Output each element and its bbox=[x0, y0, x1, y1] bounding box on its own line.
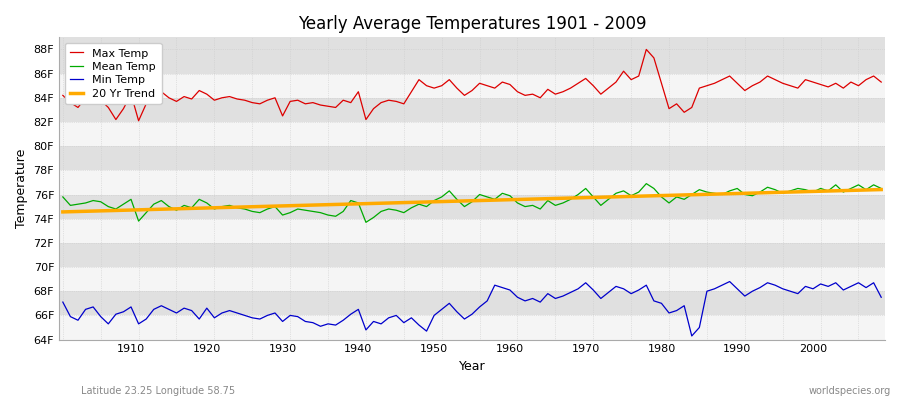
Line: Min Temp: Min Temp bbox=[63, 282, 881, 336]
Bar bbox=[59, 146, 885, 170]
Min Temp bbox=[118, 309, 129, 314]
20 Yr Trend bbox=[596, 195, 607, 200]
Max Temp bbox=[58, 93, 68, 98]
20 Yr Trend bbox=[497, 198, 508, 202]
Max Temp bbox=[292, 98, 303, 103]
Min Temp bbox=[284, 313, 295, 318]
Min Temp bbox=[330, 323, 341, 328]
Mean Temp bbox=[118, 202, 129, 206]
Mean Temp bbox=[284, 210, 295, 215]
Bar bbox=[59, 74, 885, 98]
Mean Temp bbox=[330, 214, 341, 219]
Max Temp bbox=[133, 118, 144, 123]
20 Yr Trend bbox=[284, 203, 295, 208]
Max Temp bbox=[603, 86, 614, 90]
Mean Temp bbox=[603, 197, 614, 202]
Line: Mean Temp: Mean Temp bbox=[63, 184, 881, 222]
Mean Temp bbox=[361, 220, 372, 225]
Max Temp bbox=[338, 98, 348, 103]
Max Temp bbox=[876, 80, 886, 84]
Max Temp bbox=[512, 89, 523, 94]
Bar bbox=[59, 219, 885, 243]
Mean Temp bbox=[505, 193, 516, 198]
Min Temp bbox=[505, 288, 516, 292]
20 Yr Trend bbox=[330, 202, 341, 207]
Min Temp bbox=[497, 285, 508, 290]
Min Temp bbox=[58, 300, 68, 304]
Max Temp bbox=[641, 47, 652, 52]
20 Yr Trend bbox=[118, 208, 129, 213]
20 Yr Trend bbox=[58, 210, 68, 214]
Y-axis label: Temperature: Temperature bbox=[15, 149, 28, 228]
Bar bbox=[59, 194, 885, 219]
Mean Temp bbox=[641, 181, 652, 186]
Bar bbox=[59, 316, 885, 340]
Bar bbox=[59, 243, 885, 267]
Title: Yearly Average Temperatures 1901 - 2009: Yearly Average Temperatures 1901 - 2009 bbox=[298, 15, 646, 33]
Bar bbox=[59, 267, 885, 291]
Text: worldspecies.org: worldspecies.org bbox=[809, 386, 891, 396]
Bar bbox=[59, 291, 885, 316]
Bar bbox=[59, 50, 885, 74]
Mean Temp bbox=[876, 186, 886, 191]
Min Temp bbox=[724, 279, 735, 284]
Mean Temp bbox=[58, 194, 68, 199]
Bar bbox=[59, 122, 885, 146]
Max Temp bbox=[118, 106, 129, 111]
Line: 20 Yr Trend: 20 Yr Trend bbox=[63, 190, 881, 212]
Bar bbox=[59, 170, 885, 194]
Mean Temp bbox=[512, 200, 523, 205]
Text: Latitude 23.25 Longitude 58.75: Latitude 23.25 Longitude 58.75 bbox=[81, 386, 235, 396]
Legend: Max Temp, Mean Temp, Min Temp, 20 Yr Trend: Max Temp, Mean Temp, Min Temp, 20 Yr Tre… bbox=[65, 43, 162, 104]
Bar bbox=[59, 98, 885, 122]
20 Yr Trend bbox=[876, 187, 886, 192]
Min Temp bbox=[687, 334, 698, 338]
Min Temp bbox=[876, 295, 886, 300]
Max Temp bbox=[505, 82, 516, 87]
Line: Max Temp: Max Temp bbox=[63, 50, 881, 121]
20 Yr Trend bbox=[505, 197, 516, 202]
X-axis label: Year: Year bbox=[459, 360, 485, 373]
Min Temp bbox=[596, 296, 607, 301]
